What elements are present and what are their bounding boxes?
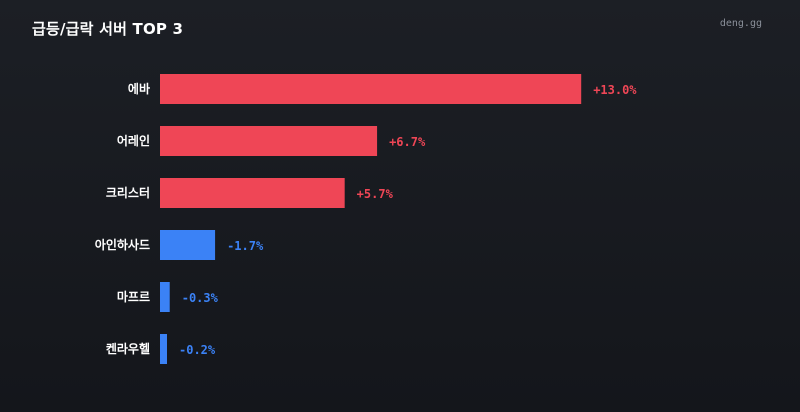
bar (160, 178, 345, 208)
value-label: -0.3% (182, 291, 219, 305)
bar (160, 282, 170, 312)
value-label: +5.7% (357, 187, 394, 201)
category-label: 에바 (128, 81, 150, 96)
value-label: +13.0% (593, 83, 637, 97)
category-label: 어레인 (117, 133, 150, 148)
value-label: -1.7% (227, 239, 264, 253)
value-label: -0.2% (179, 343, 216, 357)
value-label: +6.7% (389, 135, 426, 149)
category-label: 크리스터 (106, 185, 150, 200)
bar (160, 74, 582, 104)
category-label: 켄라우헬 (106, 341, 150, 356)
bar (160, 126, 378, 156)
chart-title: 급등/급락 서버 TOP 3 (32, 20, 184, 38)
bar (160, 334, 167, 364)
bar (160, 230, 216, 260)
category-label: 아인하사드 (95, 237, 150, 252)
category-label: 마프르 (117, 289, 150, 304)
brand-label: deng.gg (719, 18, 762, 29)
